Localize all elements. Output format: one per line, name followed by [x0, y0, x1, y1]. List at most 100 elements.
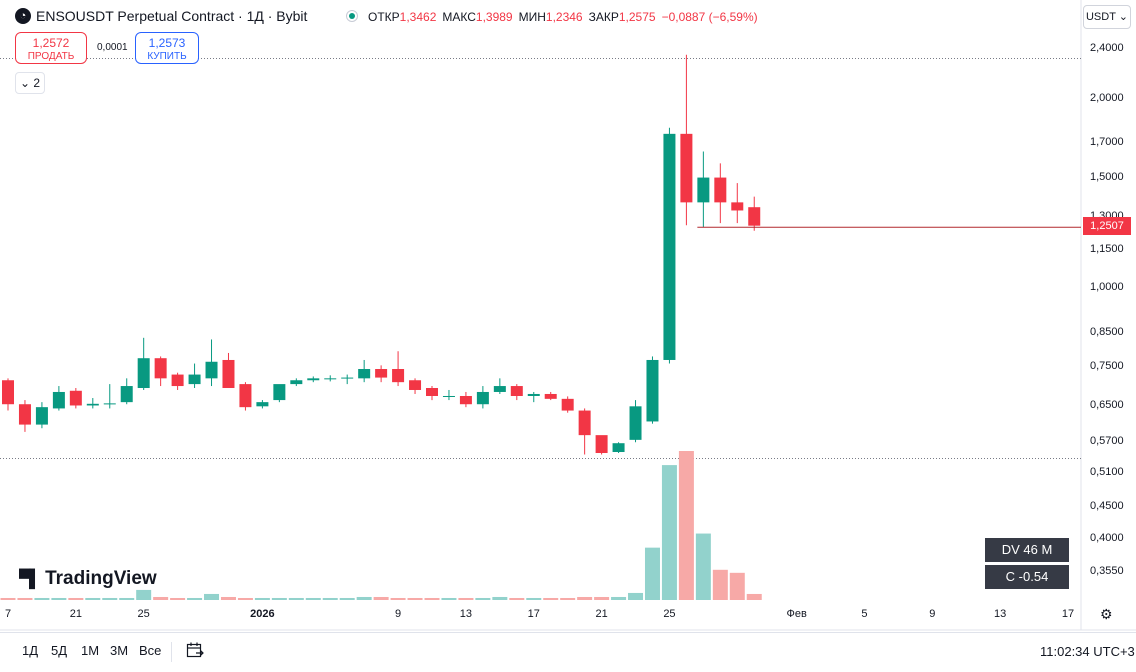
sell-price: 1,2572	[32, 36, 70, 50]
price-tick-label: 0,3550	[1090, 564, 1124, 577]
indicators-collapse-button[interactable]: ⌄ 2	[15, 72, 45, 94]
volume-bar	[0, 597, 16, 600]
candle-body	[442, 395, 455, 397]
candle-body	[222, 359, 235, 389]
buy-button[interactable]: 1,2573 КУПИТЬ	[135, 32, 199, 64]
candle-body	[154, 358, 167, 379]
volume-bar	[441, 597, 457, 600]
sell-button[interactable]: 1,2572 ПРОДАТЬ	[15, 32, 87, 64]
candle-body	[188, 374, 201, 385]
volume-bar	[170, 597, 186, 600]
low-value: 1,2346	[545, 10, 583, 24]
price-tick-label: 2,4000	[1090, 42, 1124, 54]
volume-bar	[17, 597, 33, 600]
candle-body	[731, 202, 744, 211]
symbol-logo-icon: ◔	[15, 8, 31, 24]
volume-bar	[305, 597, 321, 600]
sell-label: ПРОДАТЬ	[27, 51, 75, 62]
price-tick-label: 0,4500	[1090, 499, 1124, 512]
volume-bar	[424, 597, 440, 600]
candle-body	[35, 407, 48, 425]
currency-select[interactable]: USDT ⌄	[1083, 5, 1131, 29]
candle-body	[256, 402, 269, 407]
candle-body	[375, 369, 388, 378]
candle-body	[646, 359, 659, 422]
timeframe-1d[interactable]: 1Д	[22, 643, 39, 658]
volume-bar	[543, 597, 559, 600]
candle-body	[2, 380, 14, 405]
candle-body	[120, 386, 133, 403]
candle-body	[341, 377, 354, 379]
candle-body	[714, 177, 727, 203]
buy-label: КУПИТЬ	[147, 51, 187, 62]
volume-bar	[322, 597, 338, 600]
candle-body	[290, 380, 303, 385]
close-label: ЗАКР	[588, 10, 619, 24]
buy-price: 1,2573	[148, 36, 186, 50]
volume-bar	[594, 596, 610, 600]
volume-bar	[356, 596, 372, 600]
volume-bar	[475, 597, 491, 600]
volume-bar	[68, 597, 84, 600]
volume-bar	[492, 596, 508, 600]
dv-indicator-label: DV 46 M	[985, 538, 1069, 562]
market-status-icon	[346, 10, 358, 22]
price-tick-label: 0,8500	[1090, 325, 1124, 338]
volume-bar	[509, 597, 525, 600]
candle-body	[205, 361, 218, 379]
candle-body	[239, 384, 252, 408]
open-label: ОТКР	[368, 10, 400, 24]
volume-bar	[204, 593, 220, 600]
gear-icon[interactable]: ⚙	[1100, 606, 1113, 622]
indicators-count: 2	[33, 76, 41, 90]
timeframe-5d[interactable]: 5Д	[51, 643, 68, 658]
volume-bar	[51, 597, 67, 600]
volume-bar	[119, 597, 135, 600]
candle-body	[86, 403, 99, 406]
timeframe-1m[interactable]: 1М	[81, 643, 100, 658]
spread-value: 0,0001	[97, 42, 128, 53]
timeframe-all[interactable]: Все	[139, 643, 162, 658]
close-value: 1,2575	[618, 10, 656, 24]
volume-bar	[661, 465, 677, 600]
time-tick-label: 13	[994, 608, 1007, 620]
volume-bar	[695, 533, 711, 600]
logo-text: TradingView	[45, 568, 157, 589]
candle-body	[459, 395, 472, 405]
chevron-down-icon: ⌄	[19, 76, 31, 90]
candle-body	[18, 404, 31, 425]
currency-label: USDT	[1085, 11, 1116, 23]
time-tick-label: 25	[663, 608, 676, 620]
clock[interactable]: 11:02:34 UTC+3	[1040, 644, 1135, 659]
volume-bar	[458, 597, 474, 600]
time-tick-label: 5	[861, 608, 868, 620]
candle-body	[510, 386, 523, 396]
price-tick-label: 0,5100	[1090, 465, 1124, 478]
change-value: −0,0887 (−6,59%)	[661, 10, 758, 24]
volume-bar	[220, 596, 236, 600]
calendar-icon[interactable]	[186, 642, 204, 658]
time-tick-label: 13	[459, 608, 473, 620]
volume-bar	[373, 596, 389, 600]
candle-body	[612, 443, 625, 453]
candle-body	[52, 391, 65, 409]
time-tick-label: 17	[527, 608, 540, 620]
symbol-title[interactable]: ENSOUSDT Perpetual Contract · 1Д · Bybit	[36, 8, 308, 24]
volume-bar	[34, 597, 50, 600]
volume-bar	[271, 597, 287, 600]
candle-body	[561, 398, 574, 411]
candle-body	[697, 177, 710, 203]
high-label: МАКС	[442, 10, 476, 24]
candle-body	[409, 380, 422, 390]
price-tick-label: 1,5000	[1090, 170, 1124, 183]
timeframe-3m[interactable]: 3М	[110, 643, 129, 658]
ohlc-readout: ОТКР1,3462 МАКС1,3989 МИН1,2346 ЗАКР1,2575−…	[368, 10, 764, 24]
candle-body	[476, 391, 489, 405]
tradingview-logo[interactable]: ▀▌ TradingView	[19, 568, 157, 590]
volume-bar	[611, 596, 627, 600]
candle-body	[578, 410, 591, 436]
price-tick-label: 2,0000	[1090, 91, 1124, 104]
price-tick-label: 0,4000	[1090, 532, 1124, 545]
candle-body	[307, 378, 320, 381]
